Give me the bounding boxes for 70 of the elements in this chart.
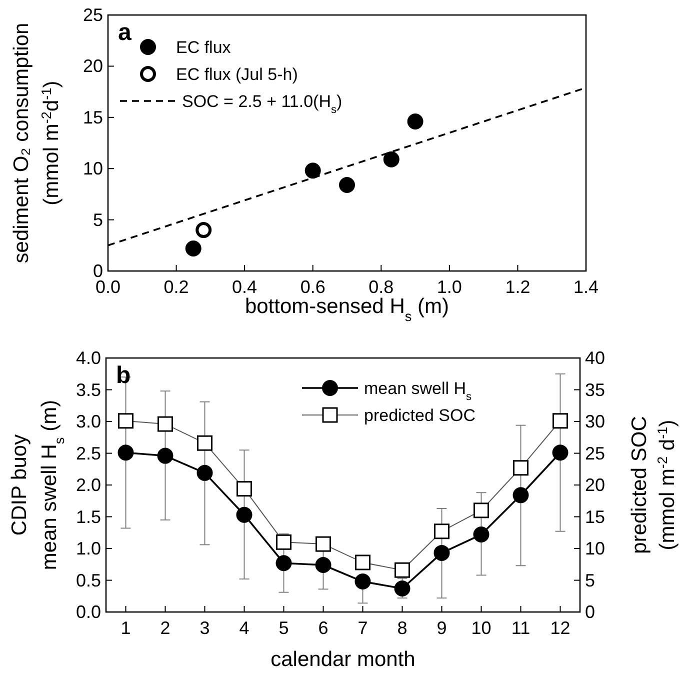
point bbox=[157, 448, 174, 464]
y2-tick-label: 10 bbox=[585, 538, 606, 558]
x-tick-label: 6 bbox=[318, 618, 328, 638]
x-tick-label: 10 bbox=[471, 618, 492, 638]
y-tick-label: 0 bbox=[92, 261, 103, 281]
y-tick-label: 3.5 bbox=[76, 380, 101, 400]
y-tick-label: 2.5 bbox=[76, 443, 101, 464]
x-tick-label: 0.2 bbox=[164, 277, 189, 297]
point bbox=[196, 464, 213, 481]
x-tick-label: 0.8 bbox=[368, 277, 394, 297]
x-tick-label: 1.2 bbox=[505, 277, 530, 297]
x-tick-label: 1.4 bbox=[573, 277, 599, 297]
point bbox=[196, 222, 212, 238]
point bbox=[315, 557, 332, 574]
y2-tick-label: 40 bbox=[585, 348, 606, 368]
legend-label: SOC = 2.5 + 11.0(H$_{s}$) bbox=[182, 92, 342, 116]
y-tick-label: 2.0 bbox=[76, 475, 101, 495]
y-tick-label: 1.5 bbox=[76, 506, 101, 527]
y2-tick-label: 30 bbox=[585, 412, 606, 432]
x-tick-label: 1 bbox=[120, 618, 131, 638]
y-tick-label: 1.0 bbox=[76, 538, 101, 558]
y-tick-label: 15 bbox=[82, 107, 103, 128]
y-tick-label: 4.0 bbox=[76, 348, 101, 368]
x-tick-label: 4 bbox=[239, 618, 250, 638]
x-tick-label: 0.4 bbox=[232, 277, 258, 297]
point bbox=[185, 240, 202, 256]
point bbox=[512, 487, 529, 504]
point bbox=[354, 574, 371, 590]
y-tick-label: 25 bbox=[82, 5, 103, 25]
legend-label: mean swell H$_{s}$ bbox=[364, 379, 472, 403]
point bbox=[276, 555, 292, 572]
point bbox=[552, 444, 568, 461]
legend-label: EC flux (Jul 5-h) bbox=[176, 65, 298, 84]
x-tick-label: 3 bbox=[200, 618, 210, 638]
y2-tick-label: 20 bbox=[585, 475, 606, 495]
y-tick-label: 10 bbox=[82, 158, 103, 179]
y-tick-label: 20 bbox=[82, 56, 103, 76]
y2-tick-label: 15 bbox=[585, 506, 606, 527]
y2-tick-label: 35 bbox=[585, 380, 606, 400]
x-tick-label: 7 bbox=[358, 618, 368, 638]
x-tick-label: 0.6 bbox=[300, 277, 326, 297]
y2-tick-label: 0 bbox=[585, 602, 596, 622]
x-tick-label: 11 bbox=[511, 618, 530, 638]
y2-tick-label: 25 bbox=[585, 443, 606, 464]
y-tick-label: 0.0 bbox=[76, 602, 101, 622]
y-tick-label: 5 bbox=[92, 210, 103, 230]
x-tick-label: 1.0 bbox=[436, 277, 462, 297]
point bbox=[407, 113, 424, 130]
x-tick-label: 12 bbox=[550, 618, 570, 638]
annotation: a bbox=[118, 19, 132, 46]
point bbox=[394, 580, 410, 597]
x-tick-label: 5 bbox=[278, 618, 289, 638]
x-tick-label: 8 bbox=[397, 618, 408, 638]
x-tick-label: 9 bbox=[436, 618, 447, 638]
point bbox=[304, 162, 321, 179]
point bbox=[473, 526, 490, 543]
x-axis-title: calendar month bbox=[270, 648, 416, 671]
y-tick-label: 0.5 bbox=[76, 570, 101, 590]
point bbox=[118, 444, 134, 461]
x-axis-title: bottom-sensed H$_{s}$ (m) bbox=[244, 295, 450, 324]
annotation: b bbox=[116, 362, 131, 389]
x-tick-label: 2 bbox=[160, 618, 170, 638]
point bbox=[383, 151, 400, 168]
y-tick-label: 3.0 bbox=[76, 412, 101, 432]
point bbox=[339, 176, 355, 193]
point bbox=[434, 544, 450, 561]
legend-label: EC flux bbox=[176, 38, 232, 57]
point bbox=[236, 506, 252, 523]
y2-tick-label: 5 bbox=[585, 570, 596, 590]
legend-label: predicted SOC bbox=[364, 406, 476, 425]
